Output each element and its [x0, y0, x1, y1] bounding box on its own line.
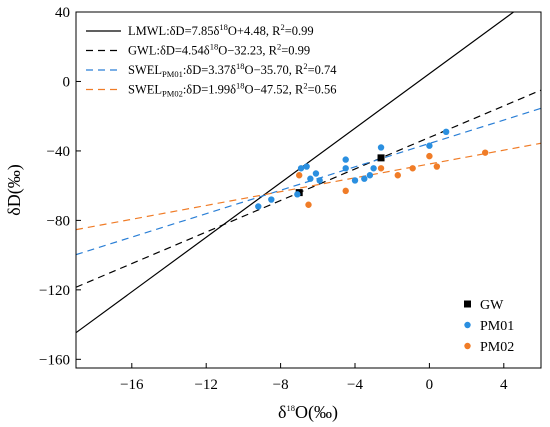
point-pm01	[342, 156, 349, 163]
y-tick-label: −40	[47, 144, 70, 160]
line-swel-pm01	[76, 107, 541, 256]
point-pm02	[296, 172, 303, 179]
legend-label-pm02: PM02	[480, 340, 514, 355]
y-tick-label: −80	[47, 213, 70, 229]
point-pm01	[342, 165, 349, 172]
line-swel-pm02	[76, 142, 541, 231]
legend-line-label: LMWL:δD=7.85δ18O+4.48, R2=0.99	[128, 22, 314, 38]
legend-marker-gw	[464, 300, 471, 308]
point-pm01	[426, 142, 433, 149]
legend-label-pm01: PM01	[480, 319, 514, 334]
point-pm01	[307, 175, 314, 182]
point-pm01	[316, 177, 323, 184]
x-tick-label: −8	[273, 377, 289, 393]
x-tick-label: 4	[500, 377, 508, 393]
legend-line-label: SWELPM01:δD=3.37δ18O−35.70, R2=0.74	[128, 61, 337, 79]
point-pm01	[303, 163, 310, 170]
x-tick-label: −12	[194, 377, 217, 393]
legend-marker-pm02	[464, 342, 471, 350]
x-tick-label: 0	[426, 377, 434, 393]
x-tick-label: −16	[120, 377, 144, 393]
y-axis-label: δD(‰)	[4, 164, 25, 215]
y-tick-label: −160	[39, 352, 70, 368]
y-tick-label: −120	[39, 283, 70, 299]
x-axis-label: δ18O(‰)	[278, 402, 338, 423]
legend-line-label: GWL:δD=4.54δ18O−32.23, R2=0.99	[128, 42, 310, 58]
point-pm02	[305, 201, 312, 208]
point-gw	[377, 154, 385, 162]
x-tick-label: −4	[347, 377, 363, 393]
point-pm01	[442, 128, 450, 136]
point-pm02	[377, 165, 385, 172]
point-pm02	[342, 187, 349, 195]
point-pm02	[482, 149, 489, 156]
line-lmwl	[76, 12, 515, 334]
point-pm01	[366, 172, 374, 179]
y-tick-label: 40	[55, 5, 70, 21]
point-pm01	[377, 144, 385, 151]
point-pm02	[426, 152, 433, 160]
point-pm02	[433, 163, 441, 170]
line-gwl	[76, 89, 541, 288]
point-pm01	[255, 203, 262, 210]
legend-label-gw: GW	[480, 298, 504, 313]
point-pm01	[351, 177, 359, 184]
point-pm01	[297, 165, 305, 172]
y-tick-label: 0	[63, 74, 71, 90]
point-pm02	[409, 165, 416, 172]
legend-marker-pm01	[464, 321, 471, 329]
point-pm01	[294, 191, 301, 198]
point-pm01	[370, 165, 377, 172]
plot-frame	[75, 11, 542, 369]
point-pm01	[312, 170, 320, 177]
point-pm01	[268, 196, 275, 203]
legend-line-label: SWELPM02:δD=1.99δ18O−47.52, R2=0.56	[128, 81, 337, 99]
point-pm02	[394, 172, 401, 179]
point-pm01	[361, 175, 368, 182]
